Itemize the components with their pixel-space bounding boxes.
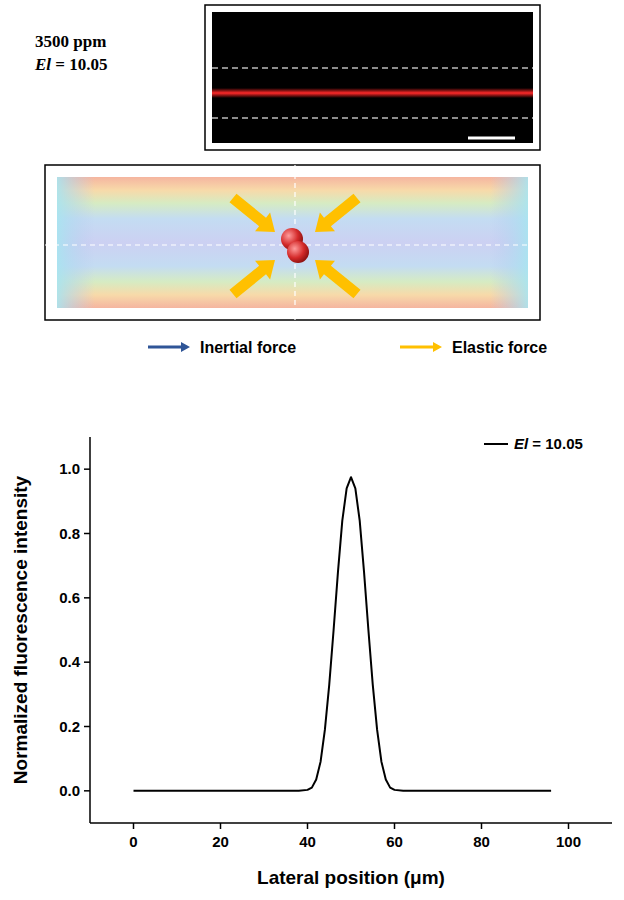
- scale-bar: [468, 137, 515, 140]
- x-tick-label: 20: [212, 833, 229, 850]
- legend-arrow: [400, 342, 442, 352]
- elastic-force-arrow: [230, 194, 276, 232]
- concentration-label: 3500 ppm: [35, 32, 106, 51]
- particle: [287, 241, 309, 263]
- elastic-force-arrow: [315, 194, 361, 232]
- diagram-frame: [45, 165, 540, 320]
- y-tick-label: 0.0: [59, 782, 80, 799]
- fluorescence-image: [212, 12, 533, 143]
- y-tick: [84, 726, 90, 728]
- x-tick: [394, 823, 396, 829]
- plot-area: [134, 477, 552, 791]
- y-tick-label: 0.6: [59, 589, 80, 606]
- legend-arrow: [148, 342, 190, 352]
- y-tick-label: 0.2: [59, 718, 80, 735]
- x-axis: [90, 822, 612, 824]
- y-tick: [84, 468, 90, 470]
- y-tick: [84, 533, 90, 535]
- x-tick: [307, 823, 309, 829]
- x-tick: [481, 823, 483, 829]
- y-tick-label: 1.0: [59, 460, 80, 477]
- y-axis: [89, 437, 91, 823]
- channel-wall: [212, 67, 533, 69]
- y-tick: [84, 597, 90, 599]
- x-tick-label: 80: [473, 833, 490, 850]
- particle-streak: [212, 88, 533, 98]
- image-frame: [205, 5, 540, 150]
- x-tick-label: 100: [556, 833, 581, 850]
- velocity-field: [57, 177, 528, 308]
- italic-part: El: [514, 435, 529, 452]
- x-axis-title: Lateral position (μm): [257, 867, 445, 888]
- y-tick-label: 0.8: [59, 525, 80, 542]
- legend-line: [484, 443, 508, 445]
- velocity-field-edge: [57, 177, 528, 308]
- italic-part: El: [34, 55, 51, 74]
- channel-wall: [212, 117, 533, 119]
- y-tick: [84, 661, 90, 663]
- x-tick: [568, 823, 570, 829]
- y-tick-label: 0.4: [59, 653, 81, 670]
- legend-label: Inertial force: [200, 339, 296, 356]
- elastic-force-arrow: [230, 260, 276, 298]
- elasticity-label: El = 10.05: [34, 55, 108, 74]
- x-tick-label: 40: [299, 833, 316, 850]
- series-line: [134, 477, 552, 791]
- x-tick: [220, 823, 222, 829]
- y-tick: [84, 790, 90, 792]
- x-tick: [133, 823, 135, 829]
- figure: 3500 ppm El = 10.05 Inertial force Elastic …: [0, 0, 624, 900]
- y-axis-title: Normalized fluorescence intensity: [10, 475, 31, 784]
- text-part: = 10.05: [51, 55, 107, 74]
- x-tick-label: 0: [129, 833, 137, 850]
- legend-label: El = 10.05: [514, 435, 583, 452]
- elastic-force-arrow: [315, 260, 361, 298]
- x-tick-label: 60: [386, 833, 403, 850]
- legend-label: Elastic force: [452, 339, 547, 356]
- text-part: = 10.05: [528, 435, 583, 452]
